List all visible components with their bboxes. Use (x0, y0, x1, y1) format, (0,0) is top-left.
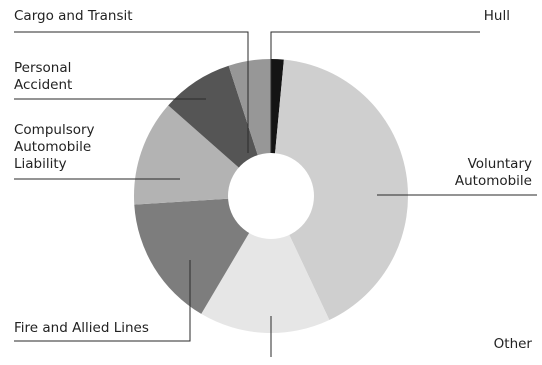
label-voluntary-automobile: Voluntary Automobile (454, 156, 532, 189)
leader-line-fire-and-allied-lines (14, 260, 191, 342)
leader-line-cargo-and-transit (14, 31, 249, 153)
label-fire-and-allied-lines: Fire and Allied Lines (14, 320, 149, 336)
leader-line-hull (270, 31, 480, 158)
slice-fire-and-allied-lines (134, 196, 271, 314)
slices-group (134, 59, 408, 333)
label-hull: Hull (483, 8, 510, 24)
label-cargo-and-transit: Cargo and Transit (14, 8, 133, 24)
label-personal-accident: Personal Accident (14, 60, 73, 93)
slice-voluntary-automobile (271, 59, 408, 320)
slice-other (201, 196, 330, 333)
leader-lines-group (14, 31, 537, 357)
label-compulsory-automobile-liability: Compulsory Automobile Liability (14, 122, 95, 172)
label-other: Other (493, 336, 532, 352)
donut-hole (228, 153, 314, 239)
